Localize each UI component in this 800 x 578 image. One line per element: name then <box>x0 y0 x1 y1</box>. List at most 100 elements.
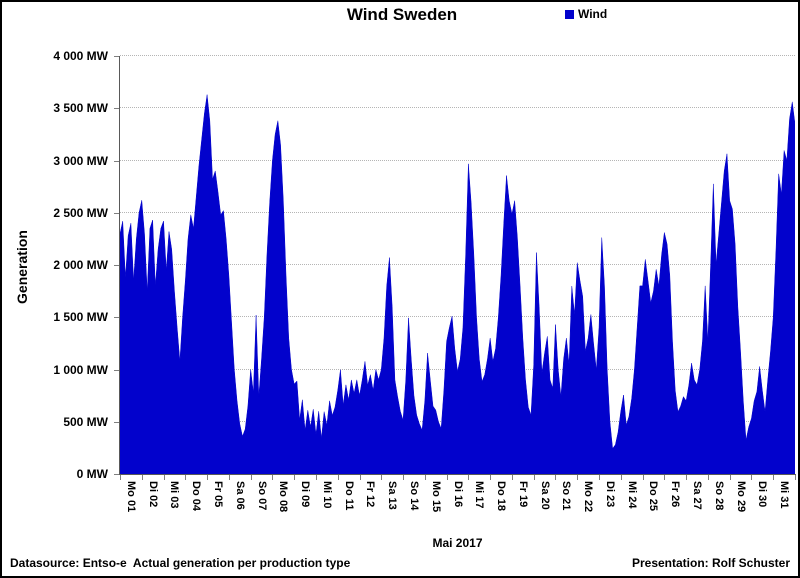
x-tick-label: Fr 05 <box>211 481 224 508</box>
x-axis-tick <box>381 475 383 480</box>
chart-title: Wind Sweden <box>346 5 458 24</box>
x-axis-tick <box>272 475 274 480</box>
x-tick-label: Mi 24 <box>625 481 638 509</box>
y-axis-tick <box>114 108 120 110</box>
x-axis-tick <box>446 475 448 480</box>
x-tick-label: Di 16 <box>451 481 464 508</box>
x-axis-tick <box>120 475 121 480</box>
y-tick-label: 4 000 MW <box>53 49 108 63</box>
x-tick-label: Mo 15 <box>429 481 442 513</box>
x-tick-label: Sa 27 <box>691 481 704 510</box>
y-tick-label: 0 MW <box>76 467 108 481</box>
gridline <box>120 107 795 109</box>
legend: Wind <box>565 7 607 21</box>
x-axis-tick <box>729 475 731 480</box>
x-tick-label: Mi 17 <box>473 481 486 509</box>
gridline <box>120 211 795 213</box>
x-axis-tick <box>533 475 535 480</box>
x-axis-tick <box>707 475 709 480</box>
y-axis-tick <box>114 265 120 266</box>
wind-area-series <box>119 94 796 475</box>
legend-color-swatch <box>565 9 574 19</box>
x-axis-tick <box>468 475 470 480</box>
y-tick-label: 3 000 MW <box>53 153 108 168</box>
x-axis-tick <box>228 475 230 480</box>
x-tick-label: Mo 22 <box>582 481 595 513</box>
x-tick-label: Sa 20 <box>538 481 551 510</box>
y-axis-tick <box>114 212 120 214</box>
y-tick-label: 2 000 MW <box>53 258 108 272</box>
gridline <box>120 264 795 265</box>
gridline <box>120 368 795 370</box>
x-axis-tick <box>620 475 622 480</box>
x-tick-label: So 28 <box>712 481 725 511</box>
y-axis-line <box>119 56 120 475</box>
y-axis-tick <box>114 474 120 475</box>
y-tick-label: 1 000 MW <box>53 362 108 377</box>
gridline <box>120 55 795 56</box>
x-axis-tick <box>642 475 644 480</box>
x-axis-tick <box>577 475 579 480</box>
x-axis-tick <box>250 475 252 480</box>
x-tick-label: Do 25 <box>647 481 660 511</box>
x-tick-label: Do 18 <box>495 481 508 511</box>
x-axis-tick <box>555 475 557 480</box>
datasource-note: Datasource: Entso-e Actual generation pe… <box>10 556 351 570</box>
legend-label: Wind <box>578 7 608 21</box>
y-axis-tick <box>114 56 120 57</box>
x-axis-tick <box>207 475 209 480</box>
x-axis-tick <box>490 475 492 480</box>
x-tick-label: Fr 26 <box>669 481 682 508</box>
x-axis-tick <box>359 475 361 480</box>
x-tick-label: Mi 03 <box>168 481 181 509</box>
x-tick-label: Sa 06 <box>233 481 246 510</box>
x-axis-tick <box>424 475 426 480</box>
x-axis-tick <box>773 475 775 480</box>
gridline <box>120 159 795 161</box>
x-axis-line <box>119 474 796 475</box>
x-axis-tick <box>599 475 601 480</box>
x-axis-tick <box>163 475 165 480</box>
x-axis-tick <box>185 475 187 480</box>
x-tick-label: So 14 <box>407 481 420 511</box>
x-axis-tick <box>751 475 753 480</box>
x-axis-tick <box>511 475 513 480</box>
x-tick-label: So 07 <box>255 481 268 511</box>
x-tick-label: Fr 12 <box>364 481 377 508</box>
x-tick-label: Mo 29 <box>734 481 747 513</box>
gridline <box>120 316 795 318</box>
x-axis-tick <box>664 475 666 480</box>
x-tick-label: Di 23 <box>603 481 616 508</box>
x-tick-label: Fr 19 <box>516 481 529 508</box>
x-axis-title: Mai 2017 <box>432 536 483 550</box>
x-tick-label: Mo 01 <box>124 481 137 513</box>
y-tick-label: 2 500 MW <box>53 205 108 220</box>
presentation-note: Presentation: Rolf Schuster <box>631 556 790 570</box>
x-tick-label: Mo 08 <box>277 481 290 513</box>
x-tick-label: Mi 10 <box>320 481 333 509</box>
y-tick-label: 1 500 MW <box>53 310 108 325</box>
y-axis-tick <box>114 317 120 319</box>
wind-area-chart <box>119 94 796 475</box>
x-tick-label: Sa 13 <box>386 481 399 510</box>
x-tick-label: Mi 31 <box>778 481 791 509</box>
x-tick-label: Di 30 <box>756 481 769 508</box>
x-axis-tick <box>141 475 143 480</box>
plot-area <box>119 56 796 475</box>
y-axis-tick <box>114 369 120 371</box>
x-axis-tick <box>315 475 317 480</box>
y-axis-tick <box>114 160 120 162</box>
x-axis-tick <box>795 475 796 480</box>
x-axis-tick <box>686 475 688 480</box>
x-axis-tick <box>294 475 296 480</box>
x-tick-label: So 21 <box>560 481 573 511</box>
x-tick-label: Di 09 <box>299 481 312 508</box>
y-tick-label: 3 500 MW <box>53 101 108 116</box>
y-tick-label: 500 MW <box>63 414 108 429</box>
x-axis-tick <box>337 475 339 480</box>
x-axis-tick <box>403 475 405 480</box>
x-tick-label: Di 02 <box>146 481 159 508</box>
x-tick-label: Do 11 <box>342 481 355 511</box>
y-axis-tick <box>114 421 120 423</box>
